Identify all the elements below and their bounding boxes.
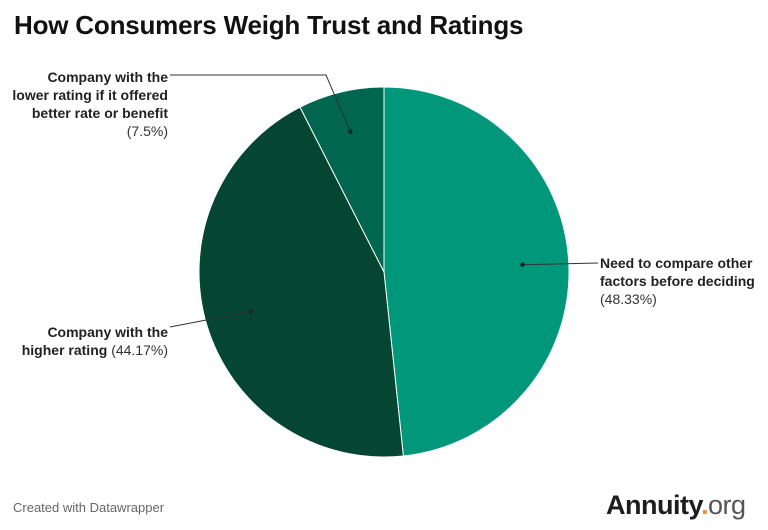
slice-label-text: Company with the higher rating <box>21 324 168 358</box>
leader-dot <box>520 262 525 267</box>
slice-value: (44.17%) <box>111 342 168 358</box>
slice-compare-factors <box>383 86 570 457</box>
datawrapper-credit: Created with Datawrapper <box>13 500 165 515</box>
slice-label-lower: Company with the lower rating if it offe… <box>10 68 168 140</box>
leader-dot <box>248 309 254 314</box>
slice-label-higher: Company with the higher rating (44.17%) <box>10 323 168 359</box>
logo-suffix: org <box>708 490 746 520</box>
slice-value: (7.5%) <box>126 123 168 139</box>
slice-lower-rating <box>299 86 385 273</box>
brand-logo: Annuity.org <box>606 490 746 521</box>
leader-dot <box>348 129 353 134</box>
leader-line <box>522 262 599 266</box>
chart-title: How Consumers Weigh Trust and Ratings <box>14 10 524 40</box>
slice-value: (48.33%) <box>600 291 657 307</box>
logo-dot: . <box>700 490 709 520</box>
leader-line <box>170 74 351 132</box>
slice-label-compare: Need to compare other factors before dec… <box>600 254 765 308</box>
slice-higher-rating <box>198 106 404 458</box>
slice-label-text: Need to compare other factors before dec… <box>600 255 755 289</box>
slice-label-text: Company with the lower rating if it offe… <box>12 69 168 121</box>
leader-line <box>169 310 252 328</box>
logo-text: Annuity <box>606 490 701 520</box>
